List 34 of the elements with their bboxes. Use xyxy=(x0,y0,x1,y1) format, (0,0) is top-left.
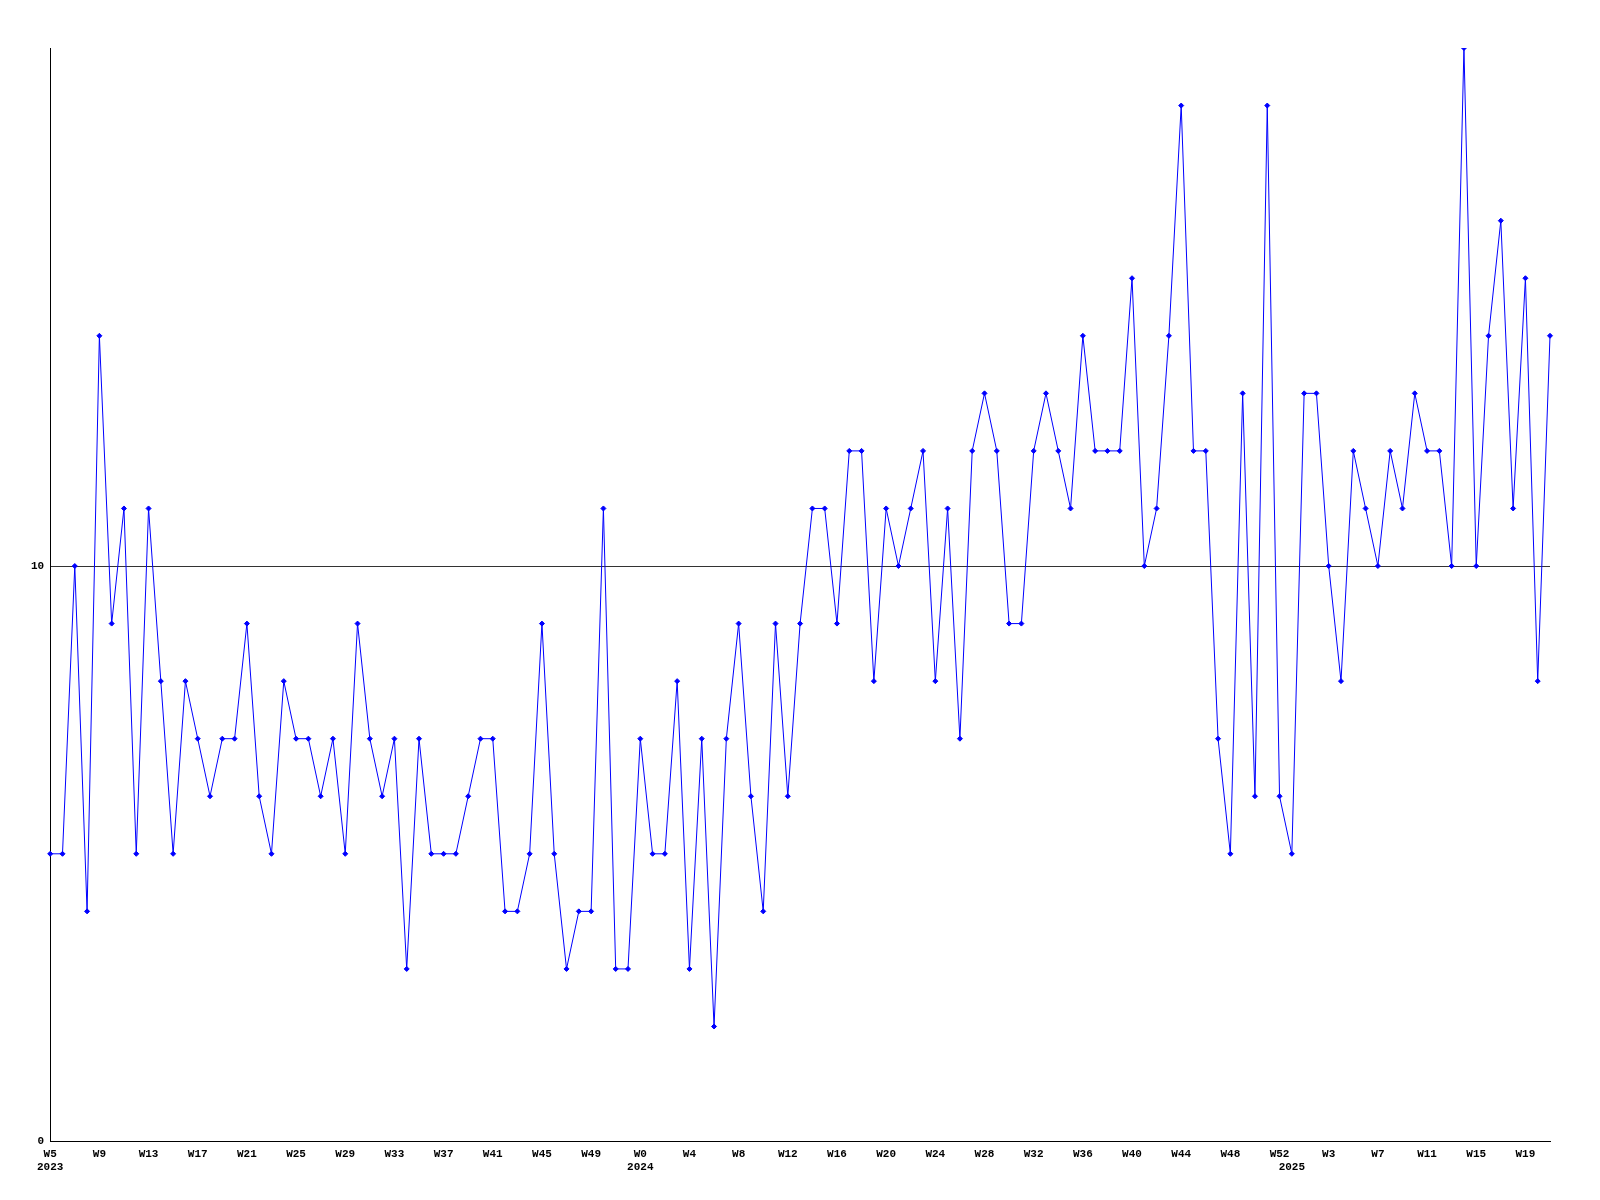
x-tick-label: W36 xyxy=(1072,1147,1093,1160)
x-tick-label: W11 xyxy=(1417,1147,1438,1160)
x-tick-label: W52 xyxy=(1269,1147,1290,1160)
x-tick-label: W21 xyxy=(236,1147,258,1160)
x-tick-label: W40 xyxy=(1122,1147,1142,1160)
x-tick-label: W37 xyxy=(433,1147,454,1160)
x-tick-label: W41 xyxy=(482,1147,504,1160)
x-tick-label: W32 xyxy=(1023,1147,1044,1160)
x-tick-label: W8 xyxy=(732,1147,746,1160)
x-tick-label: W19 xyxy=(1515,1147,1536,1160)
x-tick-label: W17 xyxy=(187,1147,208,1160)
x-tick-label: W5 2023 xyxy=(37,1147,64,1174)
x-tick-label: W29 xyxy=(335,1147,356,1160)
x-tick-label: W3 xyxy=(1322,1147,1336,1160)
y-tick-label: 10 xyxy=(31,559,45,572)
x-tick-label: W16 xyxy=(827,1147,847,1160)
x-tick-label: W44 xyxy=(1171,1147,1192,1160)
x-tick-label: W7 xyxy=(1371,1147,1385,1160)
x-tick-label: W45 xyxy=(532,1147,553,1160)
x-tick-label: W24 xyxy=(925,1147,946,1160)
x-tick-label: W25 xyxy=(286,1147,307,1160)
x-tick-label: W28 xyxy=(974,1147,995,1160)
x-tick-label: W0 2024 xyxy=(627,1147,654,1174)
x-tick-label: W33 xyxy=(384,1147,405,1160)
x-tick-label: W4 xyxy=(682,1147,697,1160)
x-tick-label: W48 xyxy=(1220,1147,1241,1160)
x-tick-label: W9 xyxy=(92,1147,106,1160)
x-tick-label: W15 xyxy=(1466,1147,1487,1160)
x-tick-label: W49 xyxy=(581,1147,602,1160)
x-tick-label: W12 xyxy=(777,1147,798,1160)
x-tick-label: W20 xyxy=(876,1147,897,1160)
x-tick-label: 2025 xyxy=(1278,1161,1306,1174)
x-tick-label: W13 xyxy=(138,1147,159,1160)
y-tick-label: 0 xyxy=(37,1135,45,1148)
